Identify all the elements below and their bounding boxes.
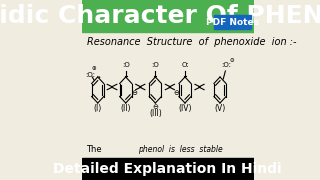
Text: (III): (III) [149, 109, 162, 118]
Text: ⊖: ⊖ [229, 57, 234, 62]
Text: PDF Notes: PDF Notes [206, 17, 259, 26]
Text: (II): (II) [121, 103, 131, 112]
Text: O:: O: [181, 62, 189, 68]
Bar [82, 0, 254, 32]
Text: (V): (V) [214, 103, 226, 112]
Bar [82, 158, 254, 180]
Text: (I): (I) [93, 103, 102, 112]
Text: ⊖: ⊖ [152, 104, 158, 110]
Text: ⊕: ⊕ [92, 66, 96, 71]
Text: ⊖: ⊖ [173, 90, 179, 96]
Text: :O: :O [151, 62, 159, 68]
Text: ⊖: ⊖ [132, 90, 137, 96]
Text: Resonance  Structure  of  phenoxide  ion :-: Resonance Structure of phenoxide ion :- [87, 37, 296, 47]
Text: :O:: :O: [221, 62, 231, 68]
Text: Acidic Character Of PHENOL: Acidic Character Of PHENOL [0, 4, 320, 28]
Text: phenol  is  less  stable: phenol is less stable [138, 145, 223, 154]
Text: :O:: :O: [85, 72, 95, 78]
Text: The: The [86, 145, 101, 154]
Text: :O: :O [122, 62, 130, 68]
Text: (IV): (IV) [178, 103, 192, 112]
Bar [213, 15, 251, 29]
Text: Detailed Explanation In Hindi: Detailed Explanation In Hindi [53, 162, 282, 176]
